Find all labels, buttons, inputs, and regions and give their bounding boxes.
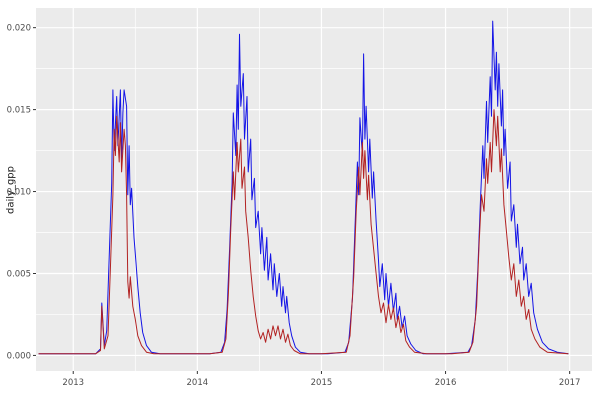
y-tick-label: 0.010: [7, 188, 31, 198]
y-tick-label: 0.005: [7, 269, 31, 279]
gpp-series-red-line: [38, 109, 569, 355]
x-tick-label: 2015: [311, 378, 333, 388]
y-tick-label: 0.000: [7, 351, 31, 361]
y-tick-label: 0.015: [7, 106, 31, 116]
y-tick-label: 0.020: [7, 24, 31, 34]
x-tick-label: 2017: [559, 378, 581, 388]
x-tick-label: 2014: [187, 378, 209, 388]
plot-panel: [36, 8, 592, 371]
x-tick-label: 2013: [62, 378, 84, 388]
x-tick-label: 2016: [435, 378, 457, 388]
